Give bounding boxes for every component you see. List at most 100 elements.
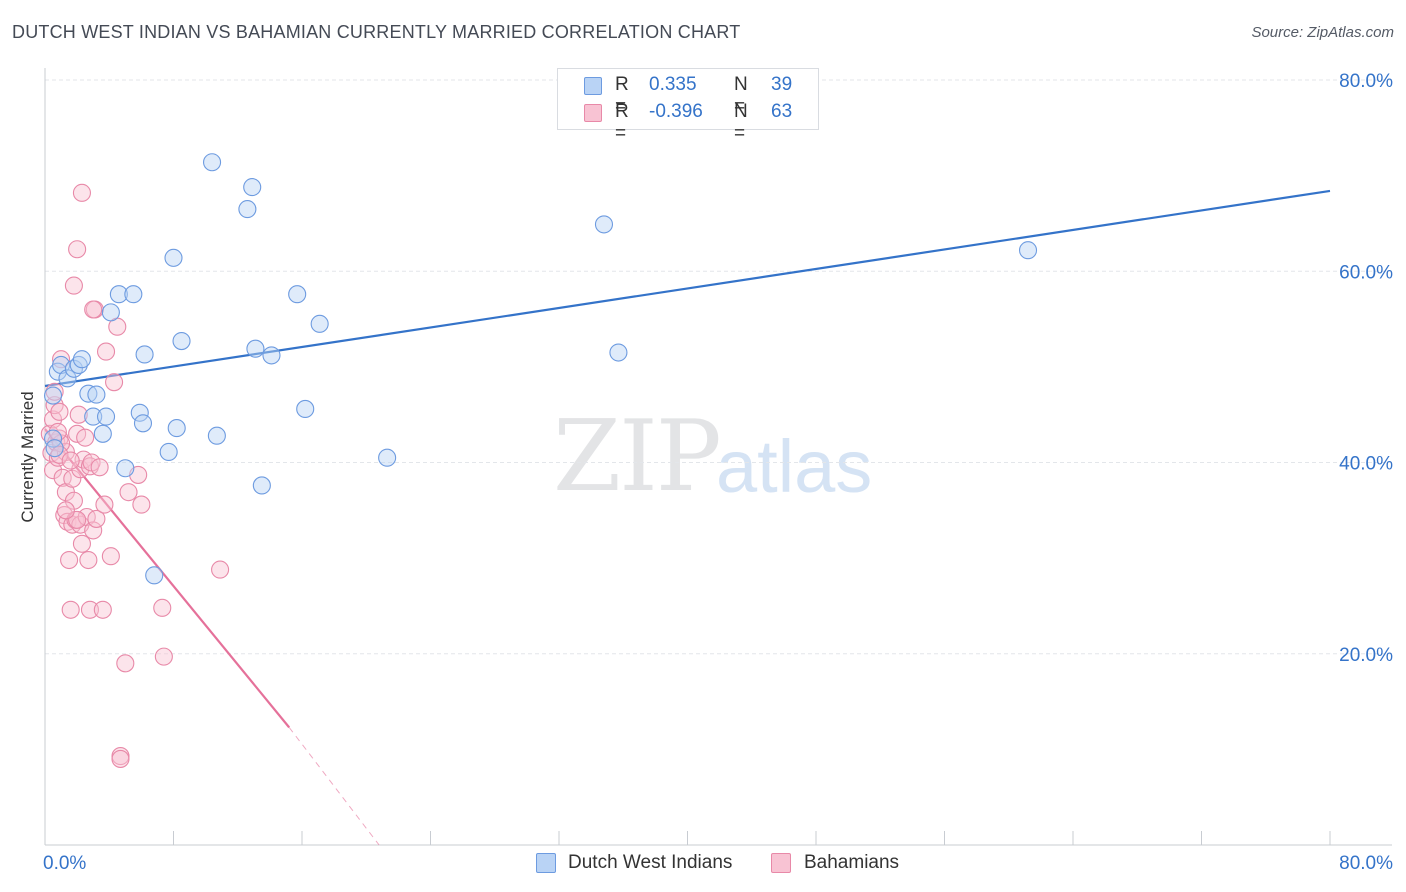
- data-point-dutch-west-indians: [135, 345, 154, 364]
- data-point-bahamians: [111, 749, 130, 768]
- source-label: Source: ZipAtlas.com: [1251, 24, 1394, 41]
- data-point-dutch-west-indians: [378, 448, 397, 467]
- r-value: 0.335: [649, 74, 697, 95]
- trend-line-bahamians: [44, 428, 291, 729]
- data-point-bahamians: [72, 183, 91, 202]
- data-point-bahamians: [72, 534, 91, 553]
- n-label: N =: [734, 74, 748, 117]
- data-point-bahamians: [61, 451, 80, 470]
- data-point-bahamians: [69, 405, 88, 424]
- y-tick-label: 80.0%: [1339, 71, 1393, 92]
- data-point-dutch-west-indians: [288, 285, 307, 304]
- legend-label: Dutch West Indians: [568, 852, 733, 873]
- data-point-bahamians: [90, 458, 109, 477]
- dutch-west-indians-points: [43, 153, 1038, 585]
- data-point-dutch-west-indians: [93, 424, 112, 443]
- legend-label: Bahamians: [804, 852, 900, 873]
- data-point-dutch-west-indians: [145, 566, 164, 585]
- trend-line-dutch-west-indians: [44, 189, 1331, 388]
- data-point-dutch-west-indians: [87, 385, 106, 404]
- data-point-bahamians: [101, 547, 120, 566]
- data-point-bahamians: [116, 654, 135, 673]
- data-point-dutch-west-indians: [159, 442, 178, 462]
- data-point-dutch-west-indians: [252, 476, 271, 495]
- trend-lines: [44, 189, 1331, 846]
- data-point-dutch-west-indians: [164, 248, 183, 267]
- data-point-bahamians: [87, 509, 106, 528]
- data-point-bahamians: [60, 550, 79, 570]
- data-point-dutch-west-indians: [609, 343, 628, 362]
- data-point-bahamians: [56, 501, 75, 520]
- data-point-bahamians: [105, 373, 124, 392]
- data-point-bahamians: [95, 495, 114, 514]
- y-axis-label: Currently Married: [18, 391, 37, 523]
- tick-labels: 20.0% 40.0% 60.0% 80.0% 0.0% 80.0%: [43, 71, 1393, 874]
- data-point-dutch-west-indians: [72, 350, 91, 369]
- data-point-dutch-west-indians: [262, 346, 281, 365]
- data-point-dutch-west-indians: [45, 439, 64, 458]
- blue-swatch: [536, 853, 556, 873]
- stats-legend: R = 0.335 N = 39 R = -0.396 N = 63: [557, 68, 819, 144]
- watermark-atlas: atlas: [716, 425, 873, 508]
- data-point-dutch-west-indians: [43, 386, 63, 405]
- r-label: R =: [615, 74, 629, 117]
- data-point-bahamians: [211, 560, 230, 579]
- data-point-dutch-west-indians: [296, 399, 315, 419]
- data-point-dutch-west-indians: [167, 419, 186, 438]
- trend-line-bahamians-extension: [288, 727, 380, 846]
- x-tick-label: 0.0%: [43, 853, 86, 874]
- data-point-bahamians: [68, 240, 87, 259]
- data-point-bahamians: [80, 600, 100, 619]
- data-point-bahamians: [61, 600, 80, 619]
- data-point-bahamians: [119, 483, 138, 502]
- data-point-dutch-west-indians: [310, 314, 329, 333]
- y-tick-label: 60.0%: [1339, 262, 1393, 283]
- data-point-dutch-west-indians: [594, 215, 614, 234]
- data-point-dutch-west-indians: [69, 355, 88, 375]
- data-point-dutch-west-indians: [58, 369, 77, 388]
- data-point-dutch-west-indians: [116, 459, 135, 478]
- data-point-dutch-west-indians: [133, 414, 153, 433]
- data-point-bahamians: [53, 468, 72, 487]
- data-point-dutch-west-indians: [43, 429, 63, 448]
- data-point-dutch-west-indians: [130, 403, 149, 422]
- data-point-bahamians: [79, 550, 98, 570]
- series-legend: Dutch West Indians Bahamians: [0, 852, 1406, 878]
- data-point-bahamians: [154, 647, 173, 666]
- data-point-dutch-west-indians: [172, 332, 191, 351]
- data-point-bahamians: [93, 600, 112, 619]
- n-value: 39: [771, 74, 793, 95]
- data-point-dutch-west-indians: [238, 200, 257, 219]
- data-point-dutch-west-indians: [84, 407, 103, 426]
- data-point-bahamians: [84, 521, 103, 540]
- axes: [44, 68, 1392, 846]
- bahamians-points: [40, 183, 230, 768]
- data-point-bahamians: [76, 428, 95, 447]
- x-tick-label: 80.0%: [1339, 853, 1393, 874]
- pink-swatch: [771, 853, 791, 873]
- r-label: R =: [615, 101, 629, 144]
- data-point-dutch-west-indians: [203, 153, 222, 172]
- data-point-dutch-west-indians: [246, 339, 265, 358]
- data-point-dutch-west-indians: [243, 178, 262, 197]
- grid-lines: [45, 79, 1392, 655]
- y-tick-label: 20.0%: [1339, 645, 1393, 666]
- data-point-bahamians: [50, 402, 69, 421]
- data-point-bahamians: [84, 300, 103, 319]
- data-point-dutch-west-indians: [207, 426, 226, 445]
- n-label: N =: [734, 101, 748, 144]
- data-point-dutch-west-indians: [109, 285, 128, 304]
- data-point-bahamians: [96, 342, 116, 361]
- chart-title: DUTCH WEST INDIAN VS BAHAMIAN CURRENTLY …: [12, 22, 741, 42]
- pink-swatch: [584, 104, 602, 122]
- data-point-bahamians: [64, 276, 83, 295]
- blue-swatch: [584, 77, 602, 95]
- watermark-zip: ZIP: [553, 400, 722, 514]
- data-point-dutch-west-indians: [1018, 241, 1038, 260]
- data-point-dutch-west-indians: [124, 285, 143, 304]
- data-point-dutch-west-indians: [101, 303, 120, 322]
- n-value: 63: [771, 101, 793, 122]
- r-value: -0.396: [649, 101, 703, 122]
- data-point-bahamians: [132, 495, 151, 514]
